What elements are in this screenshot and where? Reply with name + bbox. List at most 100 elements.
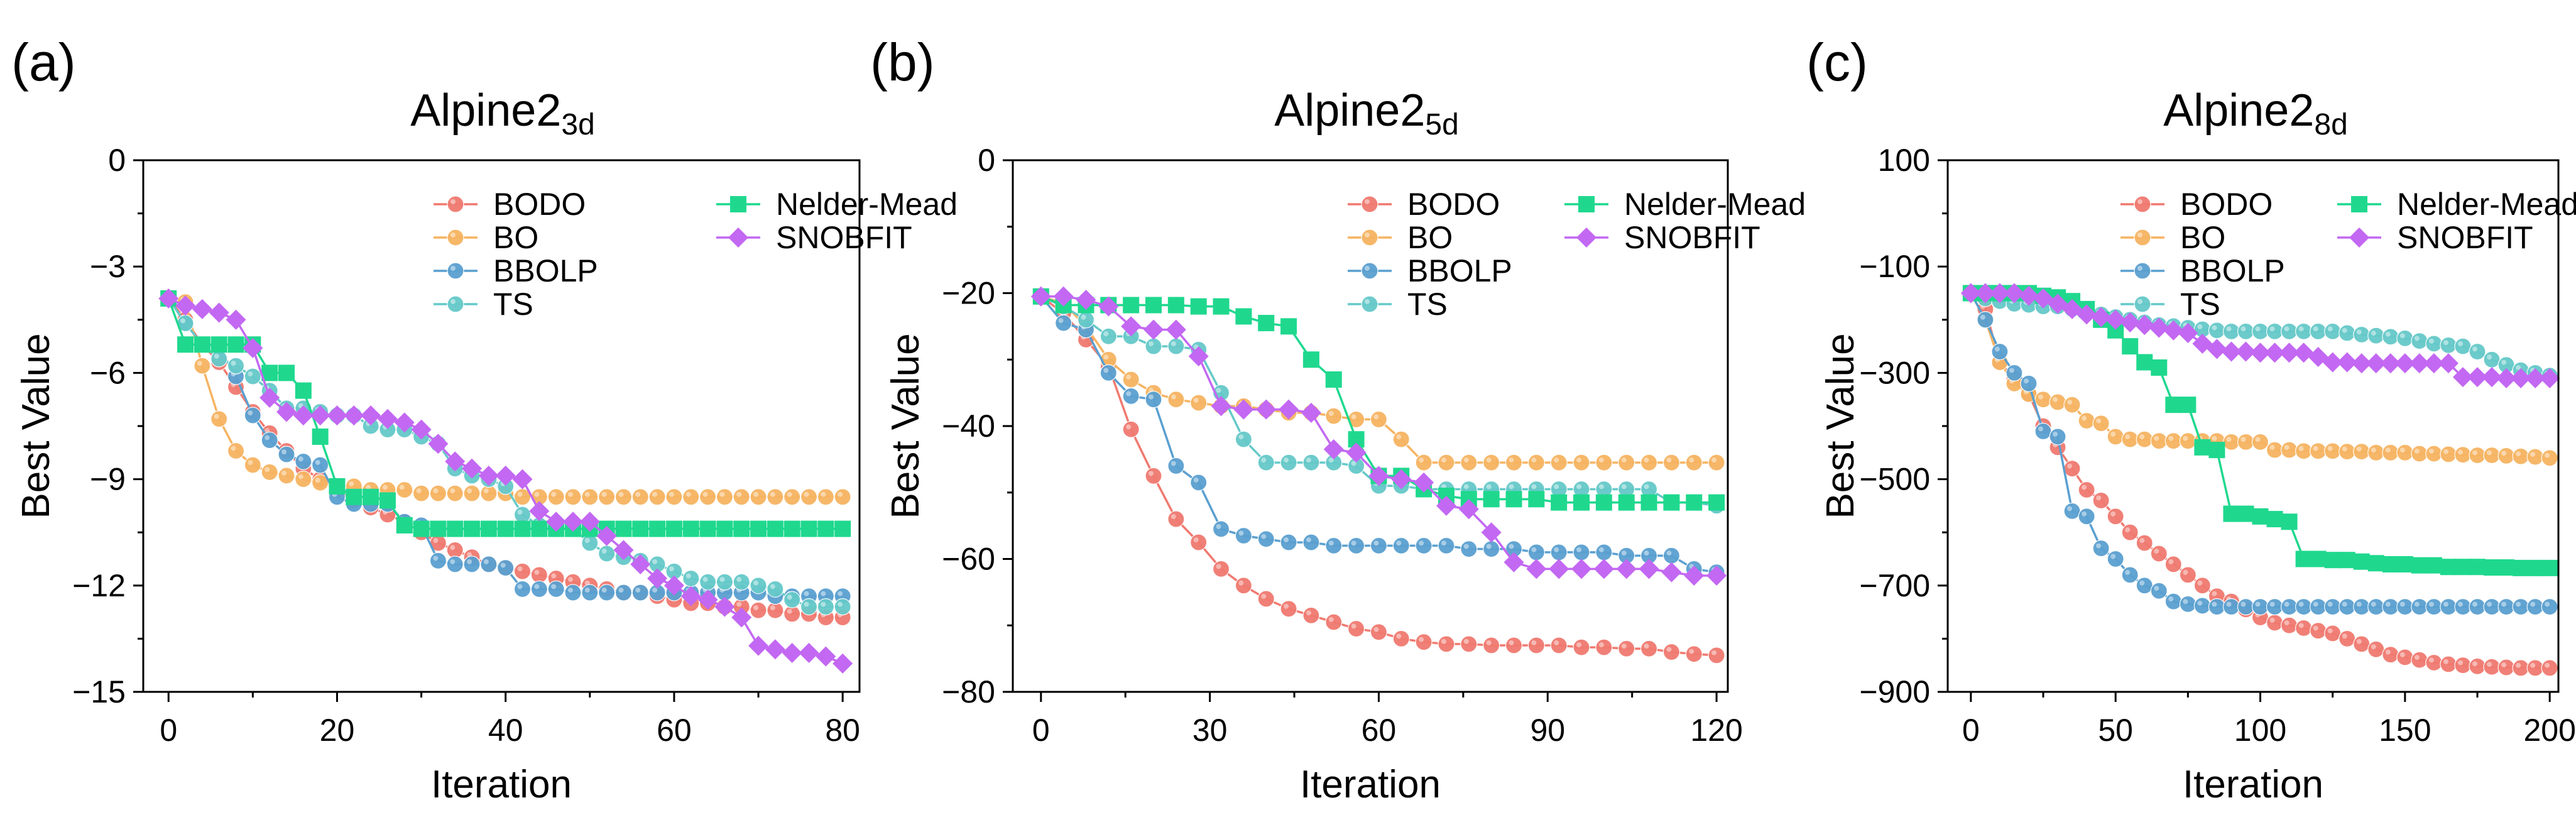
data-point-nelder-mead — [1663, 494, 1680, 511]
data-point-snobfit — [1571, 559, 1592, 579]
data-point-nelder-mead — [2339, 552, 2355, 569]
data-point-bbolp — [1122, 387, 1140, 405]
data-point-bbolp — [614, 584, 633, 601]
data-point-ts — [227, 357, 245, 375]
data-point-nelder-mead — [1595, 494, 1612, 511]
data-point-bo-highlight — [635, 491, 641, 497]
data-point-nelder-mead — [2151, 359, 2168, 376]
data-point-bbolp — [598, 584, 616, 601]
data-point-bo-highlight — [467, 488, 472, 494]
data-point-ts-highlight — [517, 510, 523, 515]
data-point-bo — [2382, 444, 2399, 461]
data-point-ts-highlight — [1306, 457, 1311, 463]
data-point-bo-highlight — [601, 491, 607, 497]
legend-marker-bodo — [447, 195, 464, 213]
data-point-bodo-highlight — [2530, 662, 2536, 668]
data-point-bo — [261, 463, 278, 481]
data-point-bo-highlight — [1328, 411, 1334, 417]
data-point-bo-highlight — [265, 467, 270, 473]
data-point-bbolp — [2497, 598, 2515, 616]
data-point-bodo-highlight — [1621, 643, 1627, 649]
data-point-bo — [1392, 430, 1410, 448]
y-axis-label: Best Value — [1819, 333, 1862, 518]
data-point-ts — [800, 598, 818, 616]
data-point-bbolp — [530, 580, 548, 598]
data-point-nelder-mead — [1618, 494, 1635, 511]
data-point-snobfit — [2482, 367, 2502, 388]
data-point-bbolp-highlight — [2530, 601, 2536, 607]
legend-label-bbolp: BBOLP — [2180, 253, 2285, 288]
data-point-bbolp-highlight — [2545, 601, 2550, 607]
data-point-bbolp-highlight — [1980, 314, 1985, 320]
legend-label-bodo: BODO — [493, 187, 586, 222]
data-point-bo — [446, 484, 464, 502]
data-point-bodo-highlight — [1419, 637, 1424, 642]
y-tick-label: −12 — [72, 568, 126, 603]
data-point-bodo — [1505, 637, 1523, 654]
data-point-nelder-mead — [1505, 491, 1522, 508]
data-point-bodo-highlight — [2472, 661, 2478, 667]
data-point-snobfit — [546, 512, 567, 532]
data-point-nelder-mead — [1213, 298, 1230, 315]
data-point-bbolp-highlight — [2082, 511, 2087, 517]
data-point-bo — [244, 456, 261, 474]
data-point-bbolp — [278, 446, 295, 463]
y-tick-label: −100 — [1859, 249, 1930, 284]
data-point-bo-highlight — [399, 484, 405, 490]
data-point-ts-highlight — [838, 601, 843, 607]
data-point-bodo — [1370, 623, 1388, 641]
data-point-ts — [1257, 454, 1275, 471]
data-point-bodo-highlight — [2154, 549, 2159, 554]
data-point-bo — [463, 484, 481, 502]
data-point-bbolp-highlight — [2038, 426, 2044, 432]
data-point-bodo-highlight — [534, 569, 540, 575]
data-point-bodo — [2367, 640, 2385, 658]
y-tick-label: −9 — [90, 462, 126, 497]
data-point-snobfit — [1989, 283, 2010, 304]
data-point-bbolp — [1392, 537, 1410, 554]
data-point-ts — [2324, 322, 2342, 341]
data-point-ts — [2339, 324, 2356, 342]
data-point-snobfit — [394, 412, 415, 433]
data-point-bo — [581, 488, 599, 506]
data-point-snobfit — [714, 596, 735, 617]
data-point-bo-highlight — [2385, 447, 2391, 453]
data-point-snobfit — [462, 458, 483, 479]
data-point-snobfit — [2264, 342, 2285, 363]
data-point-nelder-mead — [2136, 354, 2153, 371]
data-point-ts-highlight — [2240, 326, 2246, 332]
y-axis-label: Best Value — [884, 333, 927, 518]
data-point-bbolp — [547, 580, 565, 598]
data-point-bbolp-highlight — [467, 559, 472, 564]
data-point-ts-highlight — [1554, 484, 1559, 490]
data-point-snobfit — [1661, 562, 1682, 583]
data-point-bo-highlight — [787, 491, 792, 497]
data-point-ts — [834, 598, 851, 616]
data-point-ts — [2469, 342, 2486, 361]
data-point-bo — [1595, 454, 1613, 471]
data-point-bo — [750, 488, 767, 506]
data-point-bbolp — [2078, 508, 2095, 525]
data-point-snobfit — [377, 408, 398, 429]
data-point-snobfit — [1121, 316, 1142, 337]
data-point-bbolp — [2222, 598, 2240, 616]
data-point-bodo-highlight — [450, 545, 456, 550]
data-point-ts-highlight — [821, 601, 826, 607]
data-point-bbolp — [2483, 598, 2501, 616]
data-point-bodo — [1280, 600, 1297, 618]
data-point-bodo — [2150, 545, 2168, 562]
data-point-bodo — [1122, 420, 1140, 438]
data-point-bbolp — [2136, 577, 2153, 594]
data-point-ts-highlight — [1103, 331, 1109, 337]
data-point-nelder-mead — [295, 382, 312, 399]
data-point-nelder-mead — [227, 336, 244, 353]
data-point-bodo — [1190, 534, 1208, 551]
data-point-bbolp-highlight — [2212, 601, 2217, 607]
data-point-bodo-highlight — [2183, 569, 2188, 575]
data-point-bodo-highlight — [1531, 640, 1537, 645]
data-point-bbolp-highlight — [2067, 506, 2073, 512]
data-point-snobfit — [731, 607, 752, 628]
data-point-nelder-mead — [682, 520, 699, 537]
data-point-bbolp-highlight — [298, 456, 303, 462]
